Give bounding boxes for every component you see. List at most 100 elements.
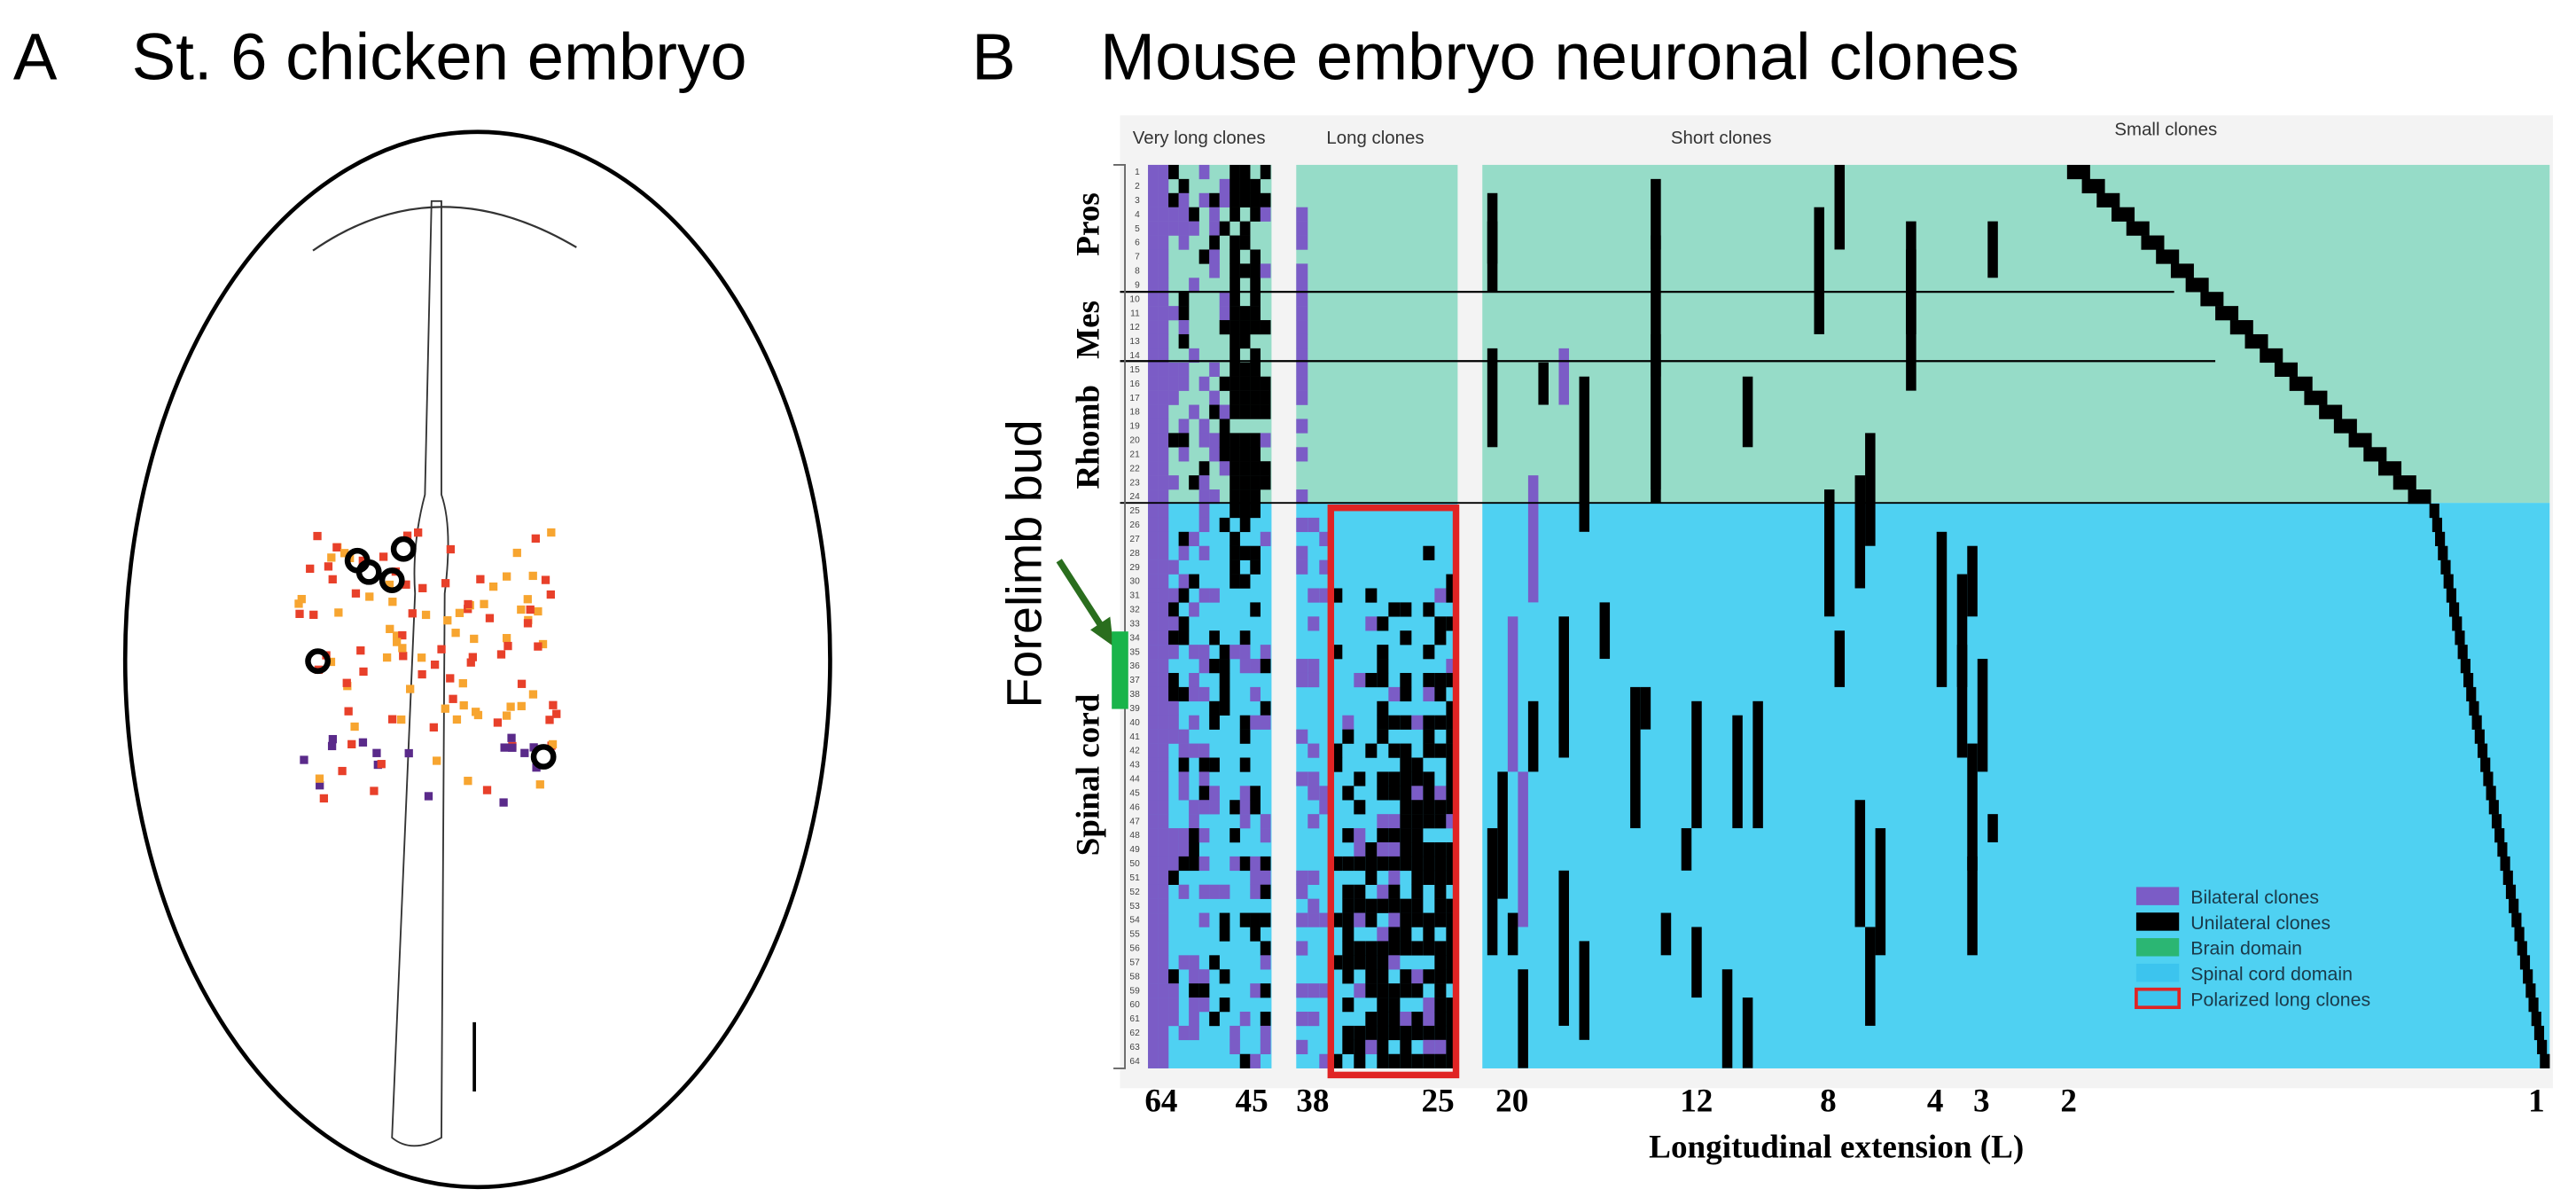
- clone-mark: [2446, 588, 2456, 603]
- row-label: 52: [1129, 888, 1140, 897]
- clone-mark: [1158, 870, 1169, 885]
- arrow: [1056, 559, 1110, 637]
- row-label: 22: [1129, 464, 1140, 473]
- cell-dot: [473, 710, 483, 720]
- clone-mark: [1967, 856, 1978, 956]
- clone-mark: [1178, 729, 1190, 744]
- clone-mark: [1400, 602, 1412, 617]
- clone-mark: [1250, 602, 1261, 617]
- clone-mark: [1260, 983, 1271, 998]
- clone-mark: [1423, 1011, 1435, 1027]
- clone-mark: [1388, 828, 1401, 843]
- clone-mark: [1507, 912, 1518, 956]
- cell-dot: [327, 553, 336, 562]
- row-label: 11: [1130, 309, 1140, 318]
- clone-mark: [1308, 983, 1320, 998]
- clone-mark: [1260, 207, 1271, 222]
- clone-mark: [1434, 1039, 1447, 1055]
- clone-mark: [1752, 700, 1763, 829]
- traced-cell: [390, 536, 417, 562]
- clone-mark: [1198, 461, 1210, 476]
- clone-mark: [1377, 856, 1389, 872]
- clone-mark: [1538, 362, 1549, 405]
- clone-mark: [1198, 192, 1210, 207]
- clone-mark: [1308, 588, 1320, 603]
- clone-mark: [1168, 841, 1179, 857]
- clone-mark: [2457, 645, 2468, 660]
- cell-dot: [295, 609, 304, 618]
- clone-mark: [1148, 686, 1159, 702]
- clone-mark: [2432, 517, 2442, 533]
- clone-mark: [1178, 743, 1190, 758]
- clone-mark: [1239, 404, 1251, 419]
- clone-mark: [1239, 376, 1251, 391]
- cell-dot: [502, 634, 511, 643]
- legend-swatch: [2135, 938, 2180, 957]
- clone-mark: [1296, 870, 1308, 885]
- clone-mark: [1189, 1011, 1199, 1027]
- clone-mark: [1260, 645, 1271, 660]
- clone-mark: [1423, 814, 1435, 829]
- clone-mark: [1178, 333, 1190, 349]
- clone-mark: [1527, 475, 1539, 603]
- clone-mark: [1865, 927, 1876, 1026]
- clone-mark: [1148, 333, 1159, 349]
- clone-mark: [1354, 884, 1366, 899]
- clone-mark: [1239, 489, 1251, 505]
- clone-mark: [1260, 263, 1271, 278]
- cell-dot: [517, 679, 527, 688]
- clone-mark: [1158, 503, 1169, 519]
- clone-mark: [1198, 419, 1210, 434]
- region-label: Rhomb: [1070, 385, 1106, 489]
- clone-mark: [1388, 927, 1401, 942]
- clone-mark: [1434, 630, 1447, 645]
- clone-mark: [1956, 574, 1968, 687]
- clone-mark: [1296, 306, 1308, 321]
- clone-mark: [1377, 771, 1389, 786]
- clone-mark: [1158, 672, 1169, 688]
- clone-mark: [1209, 235, 1220, 250]
- polarized-box: [1327, 505, 1460, 1079]
- cell-dot: [418, 669, 426, 679]
- row-label: 25: [1129, 506, 1140, 516]
- clone-mark: [1354, 941, 1366, 956]
- legend-label: Polarized long clones: [2190, 989, 2370, 1010]
- clone-mark: [1400, 969, 1412, 984]
- clone-mark: [1250, 192, 1261, 207]
- clone-mark: [1229, 447, 1240, 462]
- clone-mark: [1651, 235, 1661, 377]
- clone-mark: [1260, 320, 1271, 335]
- clone-mark: [1178, 1025, 1190, 1041]
- clone-mark: [1209, 404, 1220, 419]
- clone-mark: [1423, 927, 1435, 942]
- cell-dot: [430, 660, 440, 669]
- clone-mark: [1168, 602, 1179, 617]
- clone-mark: [1198, 983, 1210, 998]
- clone-mark: [1260, 461, 1271, 476]
- cell-dot: [315, 774, 324, 783]
- clone-mark: [1239, 729, 1251, 744]
- clone-mark: [1400, 800, 1412, 815]
- cell-dot: [385, 580, 394, 590]
- clone-mark: [1354, 898, 1366, 913]
- clone-mark: [1148, 743, 1159, 758]
- clone-mark: [1148, 531, 1159, 546]
- clone-mark: [1239, 461, 1251, 476]
- cell-dot: [379, 552, 388, 561]
- clone-mark: [1148, 164, 1159, 180]
- clone-mark: [1198, 912, 1210, 927]
- clone-mark: [1250, 800, 1261, 815]
- cell-dot: [414, 528, 423, 537]
- clone-mark: [1219, 178, 1230, 194]
- clone-mark: [1168, 729, 1179, 744]
- clone-mark: [1148, 404, 1159, 419]
- clone-mark: [1423, 545, 1435, 560]
- clone-mark: [1198, 588, 1210, 603]
- clone-mark: [1434, 672, 1447, 688]
- row-label: 36: [1129, 661, 1140, 671]
- clone-mark: [1239, 390, 1251, 405]
- row-label: 32: [1129, 606, 1140, 615]
- clone-mark: [1209, 786, 1220, 801]
- clone-mark: [1250, 376, 1261, 391]
- clone-mark: [1239, 715, 1251, 730]
